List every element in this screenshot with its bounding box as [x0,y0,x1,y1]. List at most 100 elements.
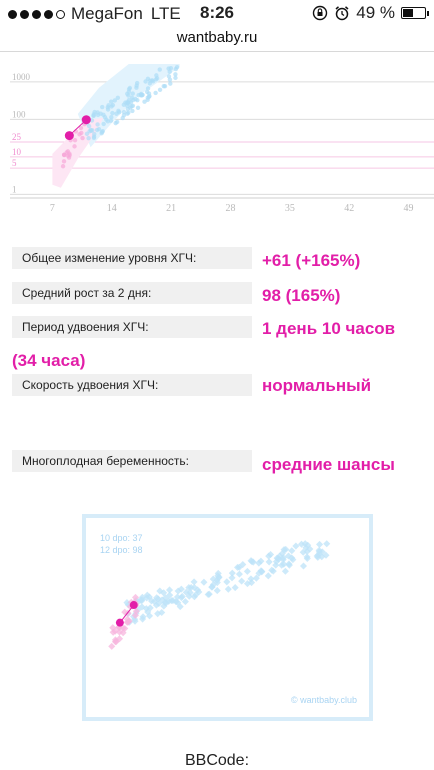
population-point-pink [132,607,140,615]
stat-value-doubling-speed: нормальный [262,376,372,395]
population-point-blue [147,93,152,99]
network-type: LTE [150,4,181,23]
population-point-pink [80,135,85,141]
population-point-blue [108,99,114,104]
population-point-blue [126,93,131,98]
population-point-blue [116,108,121,114]
population-point-blue [166,591,174,599]
population-point-blue [316,540,324,548]
population-point-blue [105,119,111,124]
population-point-blue [101,112,106,117]
address-bar[interactable]: wantbaby.ru [0,26,434,52]
bbcode-label: BBCode: [184,752,250,769]
share-image-legend: 10 dpo: 37 12 dpo: 98 [100,532,143,556]
x-tick-label: 14 [107,203,117,214]
x-tick-label: 35 [285,203,295,214]
population-point-blue [208,583,216,591]
stat-value-total-change: +61 (+165%) [262,251,361,270]
legend-line-1: 10 dpo: 37 [100,533,143,543]
population-point-blue [231,584,239,592]
population-point-blue [299,562,308,570]
population-point-blue [109,115,114,120]
reference-band-pink [52,117,104,188]
population-point-blue [166,74,172,79]
population-point-blue [157,87,163,92]
population-point-blue [154,73,159,78]
population-point-blue [161,83,166,89]
population-point-blue [145,86,151,91]
population-point-blue [157,67,162,72]
population-point-blue [96,127,102,132]
carrier-name: MegaFon [71,4,143,23]
population-point-blue [167,69,172,75]
population-point-blue [168,81,173,86]
population-point-blue [134,80,140,86]
population-point-blue [100,104,105,110]
population-point-blue [127,85,133,91]
user-data-point [129,601,138,610]
stat-value-multiple-pregnancy: средние шансы [262,455,395,474]
population-point-blue [214,569,222,577]
x-tick-label: 28 [225,203,235,214]
population-point-blue [235,570,243,578]
population-point-blue [86,135,91,141]
share-image: 10 dpo: 37 12 dpo: 98 © wantbaby.club [82,514,373,721]
y-tick-label: 10 [12,147,22,157]
population-point-pink [66,155,72,160]
population-point-blue [130,97,136,103]
population-point-blue [109,104,114,109]
user-data-point [64,131,74,141]
legend-line-2: 12 dpo: 98 [100,545,143,555]
population-point-blue [194,586,202,594]
y-tick-label: 1 [12,184,17,194]
y-tick-label: 5 [12,158,17,168]
user-data-point [115,618,124,627]
population-point-blue [147,597,156,605]
population-point-pink [108,642,116,650]
population-point-blue [173,72,178,77]
population-point-blue [268,566,276,574]
stat-label-avg-growth: Средний рост за 2 дня: [12,282,252,304]
user-data-point [81,115,91,125]
population-point-blue [125,111,130,116]
stat-label-total-change: Общее изменение уровня ХГЧ: [12,247,252,269]
status-right: 49 % [312,3,429,23]
clock: 8:26 [199,3,235,22]
population-point-blue [135,105,141,110]
population-point-blue [156,587,164,595]
population-point-blue [292,542,300,550]
population-point-pink [72,137,78,143]
population-point-blue [238,577,246,585]
population-point-blue [258,568,266,576]
population-point-pink [79,130,84,136]
population-point-blue [110,110,115,116]
population-point-blue [89,118,95,123]
share-image-brand: © wantbaby.club [290,695,357,705]
population-point-blue [120,115,125,121]
share-image-chart [108,540,331,650]
population-point-blue [288,547,296,555]
x-tick-label: 42 [344,203,354,214]
y-tick-label: 1000 [12,72,31,82]
population-point-blue [235,563,243,571]
orientation-lock-icon [313,5,328,21]
population-point-blue [177,585,185,593]
population-point-pink [60,164,66,169]
population-point-blue [247,557,255,565]
population-point-blue [284,552,293,560]
population-point-blue [228,569,236,577]
reference-band-blue [77,64,180,148]
population-point-blue [173,66,179,72]
population-point-blue [281,567,289,575]
population-point-blue [144,89,150,95]
x-tick-label: 7 [50,203,55,214]
population-point-blue [265,558,273,566]
population-point-blue [223,578,231,586]
population-point-blue [167,77,173,82]
population-point-blue [224,585,232,593]
population-point-blue [150,79,156,84]
signal-strength-icon [8,9,65,19]
battery-percent: 49 % [356,3,395,22]
url-text: wantbaby.ru [176,29,258,46]
alarm-icon [335,6,349,21]
